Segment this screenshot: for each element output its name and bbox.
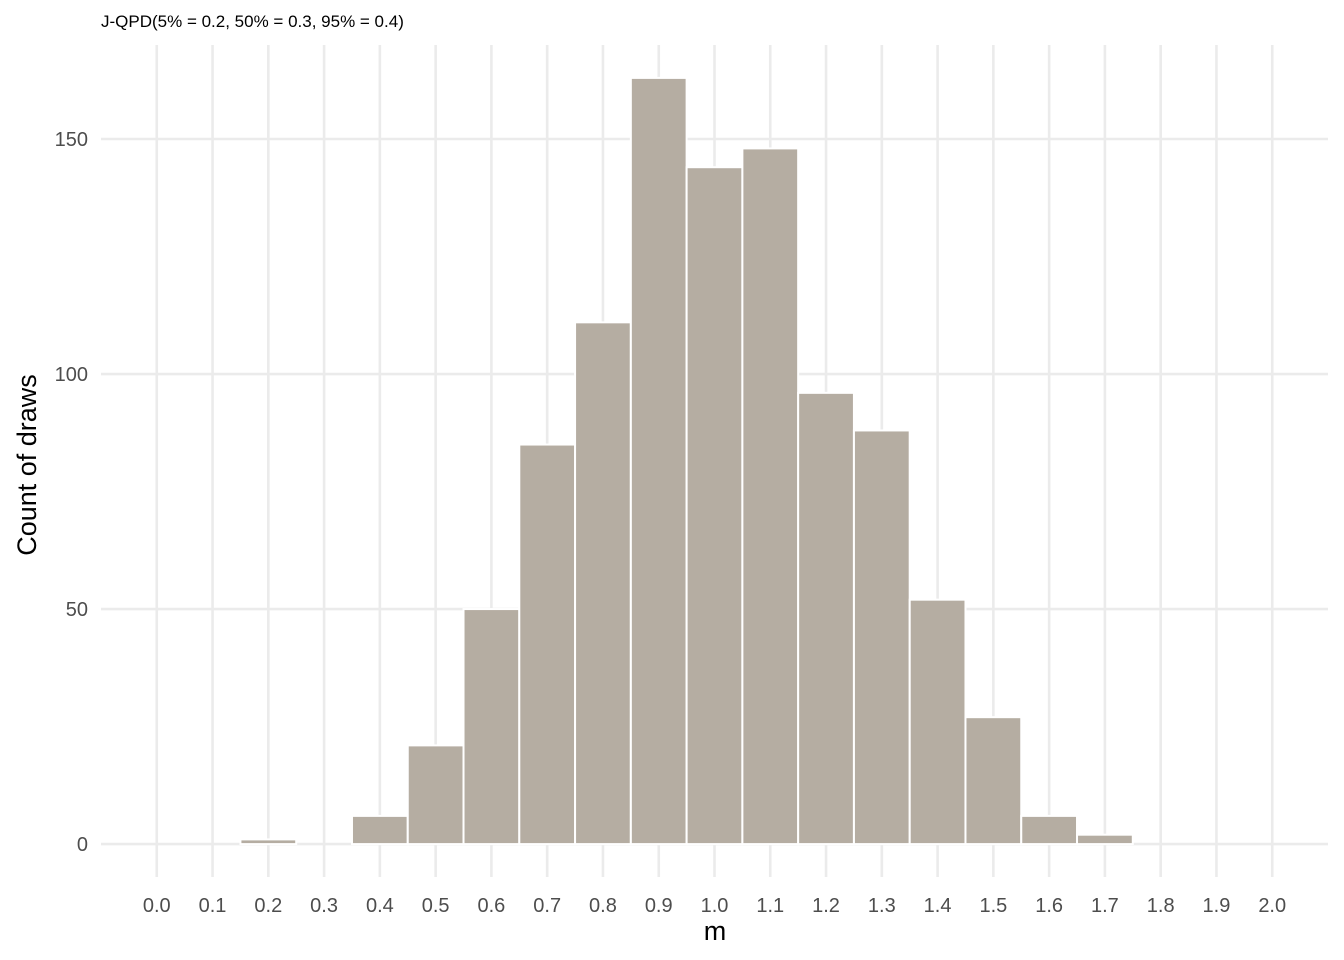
y-tick-label: 50 — [66, 599, 88, 621]
x-tick-label: 0.6 — [478, 895, 506, 917]
histogram-bar — [1076, 833, 1134, 846]
histogram-bar — [741, 147, 800, 846]
x-axis-title: m — [704, 916, 727, 946]
histogram-bar — [574, 321, 632, 846]
y-tick-label: 100 — [55, 364, 88, 386]
histogram-bar — [964, 716, 1023, 846]
histogram-bar — [685, 166, 744, 846]
y-tick-label: 150 — [55, 129, 88, 151]
y-axis-ticks: 0 50 100 150 — [55, 129, 88, 856]
x-tick-label: 1.6 — [1035, 895, 1063, 917]
x-tick-label: 0.9 — [645, 895, 673, 917]
histogram-bar — [1020, 814, 1079, 846]
x-tick-label: 1.0 — [701, 895, 729, 917]
histogram-bar — [518, 443, 577, 846]
histogram-bar — [852, 429, 911, 846]
histogram-bars — [239, 76, 1134, 846]
x-tick-label: 0.7 — [533, 895, 561, 917]
histogram-bar — [629, 76, 688, 846]
y-axis-title: Count of draws — [12, 374, 42, 556]
x-tick-label: 0.8 — [589, 895, 617, 917]
histogram-bar — [797, 391, 855, 846]
x-tick-label: 1.9 — [1203, 895, 1231, 917]
x-tick-label: 1.3 — [868, 895, 896, 917]
x-tick-label: 0.2 — [254, 895, 282, 917]
histogram-bar — [908, 598, 967, 846]
y-tick-label: 0 — [77, 834, 88, 856]
histogram-bar — [406, 744, 465, 846]
x-tick-label: 0.5 — [422, 895, 450, 917]
x-tick-label: 0.4 — [366, 895, 394, 917]
histogram-bar — [239, 838, 298, 846]
x-tick-label: 2.0 — [1258, 895, 1286, 917]
histogram-bar — [350, 814, 409, 846]
x-tick-label: 1.7 — [1091, 895, 1119, 917]
histogram-bar — [462, 608, 521, 846]
x-tick-label: 0.1 — [199, 895, 227, 917]
x-tick-label: 0.3 — [310, 895, 338, 917]
x-tick-label: 1.8 — [1147, 895, 1175, 917]
x-tick-label: 0.0 — [143, 895, 171, 917]
x-axis-ticks: 0.0 0.1 0.2 0.3 0.4 0.5 0.6 0.7 0.8 0.9 1.0 1.1 1.2 1… — [143, 895, 1286, 917]
x-tick-label: 1.1 — [756, 895, 784, 917]
x-tick-label: 1.5 — [979, 895, 1007, 917]
x-tick-label: 1.4 — [924, 895, 952, 917]
chart-subtitle: J-QPD(5% = 0.2, 50% = 0.3, 95% = 0.4) — [101, 12, 404, 31]
x-tick-label: 1.2 — [812, 895, 840, 917]
